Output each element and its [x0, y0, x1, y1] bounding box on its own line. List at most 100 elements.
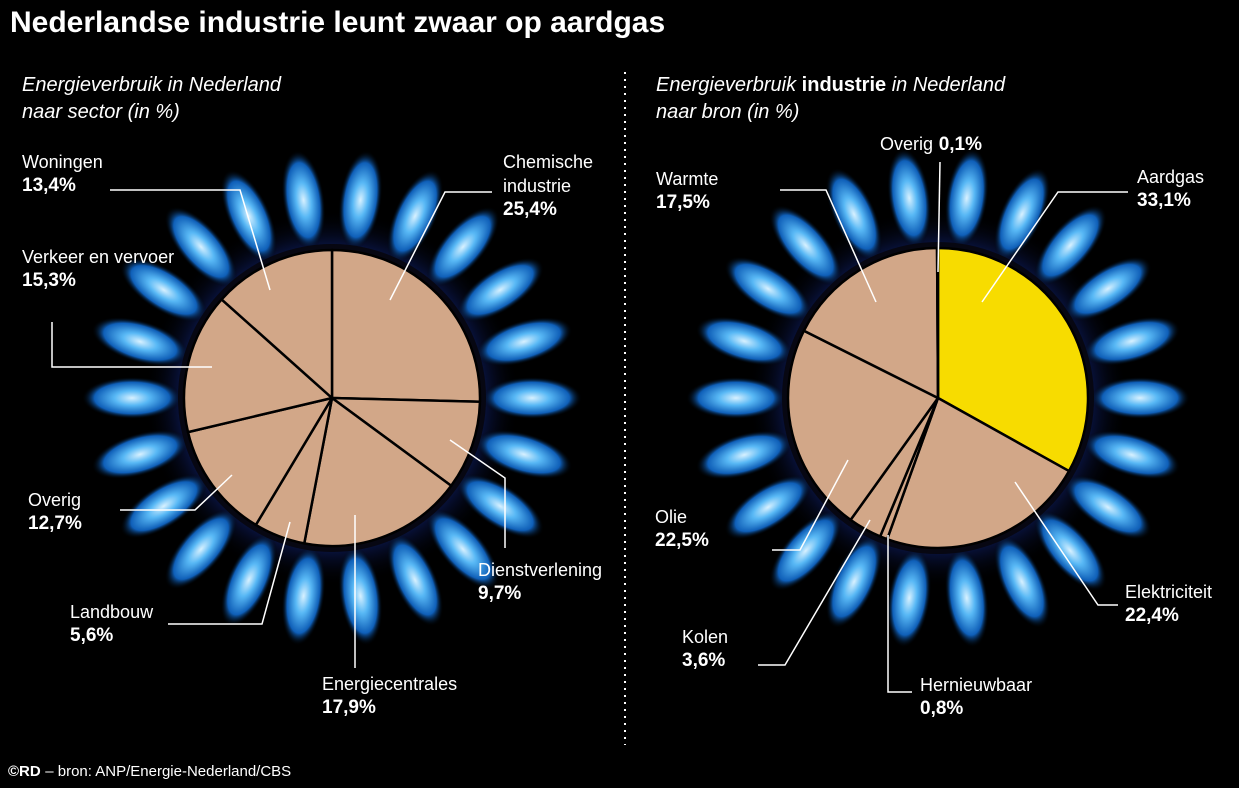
category-label: Elektriciteit [1125, 582, 1213, 602]
subtitle-segment: Energieverbruik in Nederland [22, 74, 282, 96]
leader-line [887, 535, 912, 693]
pie-slice [786, 329, 940, 522]
flame [1083, 316, 1181, 366]
slice-label: Chemische industrie 25,4% [503, 150, 613, 222]
flame [91, 429, 189, 479]
leader-line [772, 459, 849, 551]
category-label: Woningen [22, 152, 103, 172]
flame [993, 167, 1051, 261]
flame [456, 257, 544, 323]
value-label: 25,4% [503, 199, 557, 220]
flame [724, 256, 812, 322]
slice-label: Dienstverlening 9,7% [478, 558, 602, 606]
flame [220, 533, 278, 627]
flame [338, 546, 383, 646]
flame [82, 377, 182, 419]
slice-label: Energiecentrales 17,9% [322, 672, 457, 720]
subtitle-segment: Energieverbruik [656, 74, 797, 96]
flame [769, 510, 843, 591]
leader-line [168, 521, 291, 625]
pie-slice [303, 396, 453, 548]
slice-label: Kolen 3,6% [682, 625, 728, 673]
flame [686, 377, 786, 419]
category-label: Chemische industrie [503, 152, 594, 196]
leader-line [51, 322, 212, 368]
subtitle-line: Energieverbruik industrie in Nederland [656, 72, 1005, 99]
category-label: Verkeer en vervoer [22, 247, 175, 267]
subtitle-line: naar bron (in %) [656, 99, 1005, 126]
flame [825, 167, 883, 261]
category-label: Landbouw [70, 602, 154, 622]
value-label: 17,9% [322, 697, 376, 718]
slice-label: Woningen 13,4% [22, 150, 103, 198]
flame [887, 148, 932, 248]
flame [281, 150, 326, 250]
credit: ©RD [8, 763, 41, 780]
leader-line [780, 189, 877, 303]
subtitle-segment: in Nederland [891, 74, 1006, 96]
pie-slice [220, 248, 334, 400]
pie-slice [802, 246, 940, 400]
flame [1083, 430, 1181, 480]
pie-slice [330, 248, 482, 403]
leader-line [120, 474, 233, 511]
flame [1064, 256, 1152, 322]
title: Nederlandse industrie leunt zwaar op aar… [10, 6, 666, 39]
flame [475, 317, 573, 367]
category-label: Kolen [682, 627, 729, 647]
value-label: 13,4% [22, 175, 76, 196]
category-label: Overig [28, 490, 82, 510]
slice-label: Olie 22,5% [655, 505, 709, 553]
source: – bron: ANP/Energie-Nederland/CBS [45, 763, 292, 780]
value-label: 17,5% [656, 192, 710, 213]
category-label: Overig [880, 134, 934, 154]
flame [1064, 474, 1152, 540]
slice-label: Elektriciteit 22,4% [1125, 580, 1212, 628]
leader-line [449, 439, 506, 548]
pie-slice [885, 396, 1071, 550]
subtitle-line: naar sector (in %) [22, 99, 281, 126]
leader-line [389, 191, 492, 301]
flame [338, 150, 383, 250]
slice-label: Landbouw 5,6% [70, 600, 153, 648]
flame [456, 473, 544, 539]
flame [944, 548, 989, 648]
value-label: 5,6% [70, 625, 114, 646]
flame [426, 508, 500, 590]
flame [944, 148, 989, 248]
flame [164, 508, 238, 590]
flame [887, 548, 932, 648]
category-label: Energiecentrales [322, 674, 458, 694]
pie-slice [330, 396, 482, 487]
subtitle: Energieverbruik industrie in Nederland naar… [656, 72, 1005, 126]
flame [825, 535, 883, 629]
category-label: Dienstverlening [478, 560, 603, 580]
slice-label: Overig 0,1% [880, 132, 982, 157]
value-label: 12,7% [28, 513, 82, 534]
subtitle-segment: naar bron (in %) [656, 101, 800, 123]
flame [120, 473, 208, 539]
flame [120, 257, 208, 323]
leader-line [937, 161, 941, 273]
pie-slice [936, 246, 1090, 473]
slice-label: Verkeer en vervoer 15,3% [22, 245, 174, 293]
flame [1090, 377, 1190, 419]
flame [482, 377, 582, 419]
subtitle: Energieverbruik in Nederland naar sector … [22, 72, 281, 126]
flame [386, 533, 444, 627]
category-label: Aardgas [1137, 167, 1205, 187]
pie-slice [186, 396, 334, 527]
flame [695, 430, 793, 480]
value-label: 0,8% [920, 698, 964, 719]
flame [386, 169, 444, 263]
subtitle-line: Energieverbruik in Nederland [22, 72, 281, 99]
flame [993, 535, 1051, 629]
flame [426, 206, 500, 288]
flame [769, 205, 843, 286]
subtitle-segment: industrie [801, 74, 887, 96]
flame [695, 316, 793, 366]
flame [1033, 205, 1107, 286]
flame [281, 546, 326, 646]
